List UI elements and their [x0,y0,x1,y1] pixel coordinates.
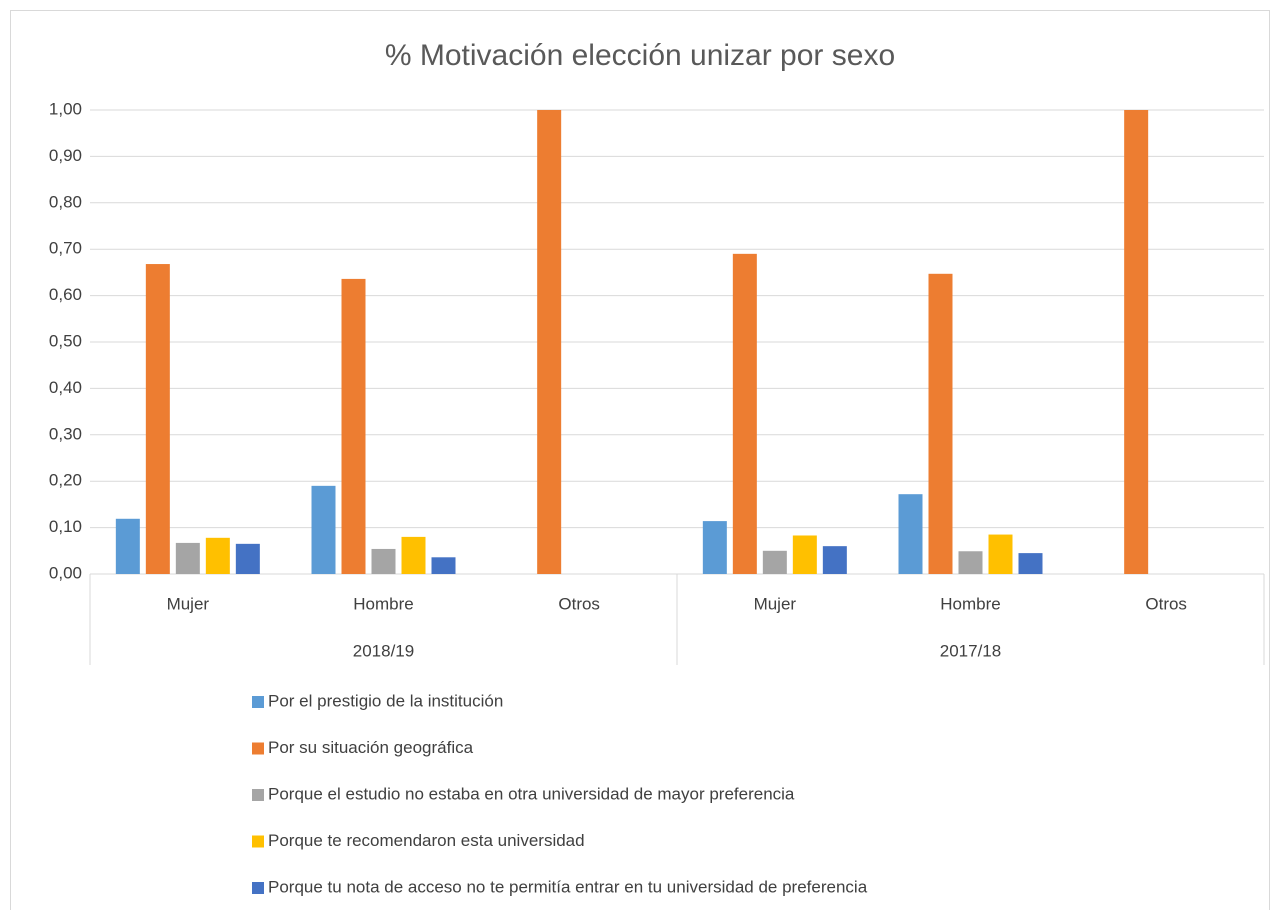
bar [537,110,562,574]
legend-label: Porque el estudio no estaba en otra univ… [268,784,795,803]
bar [175,542,200,574]
y-tick-label: 0,70 [49,239,82,258]
y-tick-label: 0,20 [49,471,82,490]
y-tick-label: 0,00 [49,563,82,582]
legend-swatch [252,835,264,848]
x-tick-label: Hombre [940,594,1000,613]
bar [115,518,140,574]
bar [145,264,170,574]
bar [341,278,366,574]
legend-label: Por su situación geográfica [268,738,474,757]
bar [235,543,260,574]
bar [762,550,787,574]
chart-border [10,10,1270,910]
y-tick-label: 0,60 [49,285,82,304]
bar [205,537,230,574]
bar [311,485,336,574]
legend-swatch [252,882,264,894]
bar [1018,553,1043,574]
bar [1124,110,1149,574]
y-tick-label: 0,40 [49,378,82,397]
group-label: 2018/19 [353,641,414,660]
bar [401,536,426,574]
bar [928,273,953,574]
bar [371,548,396,574]
legend-label: Porque te recomendaron esta universidad [268,831,585,850]
legend-swatch [252,742,264,755]
x-tick-label: Mujer [754,594,797,613]
chart-title: % Motivación elección unizar por sexo [385,39,895,72]
x-tick-label: Otros [1145,594,1187,613]
bar [988,534,1013,574]
y-tick-label: 1,00 [49,99,82,118]
bar [792,535,817,574]
bar [898,494,923,574]
y-tick-label: 0,10 [49,517,82,536]
y-tick-label: 0,80 [49,192,82,211]
bar [702,521,727,574]
bar [822,546,847,574]
bar [732,253,757,574]
legend-swatch [252,789,264,801]
x-tick-label: Mujer [167,594,210,613]
y-tick-label: 0,90 [49,146,82,165]
bar [431,557,456,574]
group-label: 2017/18 [940,641,1001,660]
x-tick-label: Hombre [353,594,413,613]
x-tick-label: Otros [558,594,600,613]
y-tick-label: 0,30 [49,424,82,443]
legend-label: Porque tu nota de acceso no te permitía … [268,877,868,896]
bar [958,551,983,574]
legend-label: Por el prestigio de la institución [268,691,503,710]
y-tick-label: 0,50 [49,331,82,350]
legend-swatch [252,696,264,708]
